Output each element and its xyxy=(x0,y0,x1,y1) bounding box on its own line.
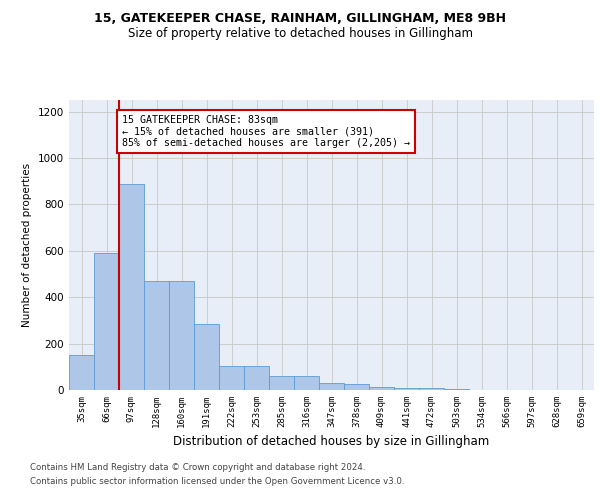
Bar xyxy=(119,184,144,390)
Text: Size of property relative to detached houses in Gillingham: Size of property relative to detached ho… xyxy=(128,28,473,40)
Y-axis label: Number of detached properties: Number of detached properties xyxy=(22,163,32,327)
Text: Contains HM Land Registry data © Crown copyright and database right 2024.: Contains HM Land Registry data © Crown c… xyxy=(30,464,365,472)
Bar xyxy=(94,253,119,390)
Bar xyxy=(244,366,269,390)
Bar xyxy=(319,383,344,390)
Bar xyxy=(269,376,294,390)
Bar xyxy=(419,388,444,390)
X-axis label: Distribution of detached houses by size in Gillingham: Distribution of detached houses by size … xyxy=(173,436,490,448)
Bar xyxy=(144,281,169,390)
Bar xyxy=(194,324,219,390)
Bar xyxy=(294,376,319,390)
Bar xyxy=(369,386,394,390)
Bar xyxy=(169,281,194,390)
Bar xyxy=(219,366,244,390)
Text: 15, GATEKEEPER CHASE, RAINHAM, GILLINGHAM, ME8 9BH: 15, GATEKEEPER CHASE, RAINHAM, GILLINGHA… xyxy=(94,12,506,26)
Bar xyxy=(394,388,419,390)
Text: Contains public sector information licensed under the Open Government Licence v3: Contains public sector information licen… xyxy=(30,477,404,486)
Text: 15 GATEKEEPER CHASE: 83sqm
← 15% of detached houses are smaller (391)
85% of sem: 15 GATEKEEPER CHASE: 83sqm ← 15% of deta… xyxy=(121,115,409,148)
Bar xyxy=(69,355,94,390)
Bar xyxy=(344,384,369,390)
